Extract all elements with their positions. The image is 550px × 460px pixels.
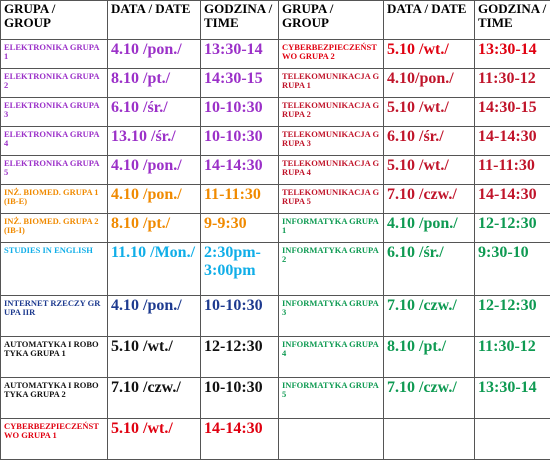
time-cell: 9-9:30: [201, 214, 279, 243]
date-cell: 4.10 /pon./: [108, 185, 201, 214]
time-cell: 10-10:30: [201, 296, 279, 337]
group-cell: INŻ. BIOMED. GRUPA 1 (IB-E): [1, 185, 108, 214]
time-cell: 12-12:30: [475, 214, 550, 243]
group-cell: ELEKTRONIKA GRUPA 5: [1, 156, 108, 185]
date-cell: 4.10 /pon./: [108, 156, 201, 185]
date-cell: 8.10 /pt./: [384, 337, 475, 378]
group-cell: CYBERBEZPIECZEŃSTWO GRUPA 2: [279, 40, 384, 69]
date-cell: 6.10 /śr./: [384, 243, 475, 296]
header-cell: GRUPA / GROUP: [1, 1, 108, 40]
date-cell: 7.10 /czw./: [384, 296, 475, 337]
time-cell: 10-10:30: [201, 378, 279, 419]
time-cell: 13:30-14: [201, 40, 279, 69]
group-cell: STUDIES IN ENGLISH: [1, 243, 108, 296]
date-cell: 4.10 /pon./: [384, 214, 475, 243]
group-cell: CYBERBEZPIECZEŃSTWO GRUPA 1: [1, 419, 108, 460]
schedule-row: INŻ. BIOMED. GRUPA 2 (IB-I)8.10 /pt./9-9…: [1, 214, 550, 243]
group-cell: TELEKOMUNIKACJA GRUPA 2: [279, 98, 384, 127]
time-cell: 14-14:30: [201, 156, 279, 185]
date-cell: 8.10 /pt./: [108, 69, 201, 98]
time-cell: 14:30-15: [201, 69, 279, 98]
header-cell: GODZINA / TIME: [201, 1, 279, 40]
time-cell: 11:30-12: [475, 69, 550, 98]
schedule-row: INŻ. BIOMED. GRUPA 1 (IB-E)4.10 /pon./11…: [1, 185, 550, 214]
header-cell: GODZINA / TIME: [475, 1, 550, 40]
group-cell: INŻ. BIOMED. GRUPA 2 (IB-I): [1, 214, 108, 243]
date-cell: 5.10 /wt./: [108, 337, 201, 378]
date-cell: 5.10 /wt./: [384, 40, 475, 69]
time-cell: 13:30-14: [475, 40, 550, 69]
group-cell: ELEKTRONIKA GRUPA 1: [1, 40, 108, 69]
group-cell: [279, 419, 384, 460]
date-cell: [384, 419, 475, 460]
time-cell: 11-11:30: [201, 185, 279, 214]
time-cell: [475, 419, 550, 460]
date-cell: 5.10 /wt./: [384, 156, 475, 185]
group-cell: INFORMATYKA GRUPA 5: [279, 378, 384, 419]
time-cell: 11:30-12: [475, 337, 550, 378]
time-cell: 11-11:30: [475, 156, 550, 185]
time-cell: 10-10:30: [201, 98, 279, 127]
date-cell: 4.10 /pon./: [108, 40, 201, 69]
time-cell: 9:30-10: [475, 243, 550, 296]
date-cell: 5.10 /wt./: [108, 419, 201, 460]
header-cell: DATA / DATE: [384, 1, 475, 40]
date-cell: 7.10 /czw./: [384, 185, 475, 214]
header-cell: GRUPA / GROUP: [279, 1, 384, 40]
time-cell: 13:30-14: [475, 378, 550, 419]
date-cell: 7.10 /czw./: [108, 378, 201, 419]
date-cell: 11.10 /Mon./: [108, 243, 201, 296]
time-cell: 2:30pm-3:00pm: [201, 243, 279, 296]
date-cell: 4.10/pon./: [384, 69, 475, 98]
group-cell: AUTOMATYKA I ROBOTYKA GRUPA 1: [1, 337, 108, 378]
group-cell: INFORMATYKA GRUPA 2: [279, 243, 384, 296]
date-cell: 13.10 /śr./: [108, 127, 201, 156]
time-cell: 14:30-15: [475, 98, 550, 127]
date-cell: 8.10 /pt./: [108, 214, 201, 243]
group-cell: TELEKOMUNIKACJA GRUPA 3: [279, 127, 384, 156]
time-cell: 14-14:30: [201, 419, 279, 460]
group-cell: INFORMATYKA GRUPA 1: [279, 214, 384, 243]
group-cell: ELEKTRONIKA GRUPA 4: [1, 127, 108, 156]
date-cell: 6.10 /śr./: [108, 98, 201, 127]
group-cell: TELEKOMUNIKACJA GRUPA 1: [279, 69, 384, 98]
group-cell: TELEKOMUNIKACJA GRUPA 4: [279, 156, 384, 185]
time-cell: 14-14:30: [475, 185, 550, 214]
group-cell: AUTOMATYKA I ROBOTYKA GRUPA 2: [1, 378, 108, 419]
time-cell: 14-14:30: [475, 127, 550, 156]
group-cell: INTERNET RZECZY GRUPA IIR: [1, 296, 108, 337]
group-cell: ELEKTRONIKA GRUPA 3: [1, 98, 108, 127]
date-cell: 4.10 /pon./: [108, 296, 201, 337]
group-cell: ELEKTRONIKA GRUPA 2: [1, 69, 108, 98]
date-cell: 5.10 /wt./: [384, 98, 475, 127]
date-cell: 6.10 /śr./: [384, 127, 475, 156]
header-cell: DATA / DATE: [108, 1, 201, 40]
date-cell: 7.10 /czw./: [384, 378, 475, 419]
time-cell: 10-10:30: [201, 127, 279, 156]
time-cell: 12-12:30: [475, 296, 550, 337]
time-cell: 12-12:30: [201, 337, 279, 378]
group-cell: INFORMATYKA GRUPA 4: [279, 337, 384, 378]
group-cell: TELEKOMUNIKACJA GRUPA 5: [279, 185, 384, 214]
group-cell: INFORMATYKA GRUPA 3: [279, 296, 384, 337]
